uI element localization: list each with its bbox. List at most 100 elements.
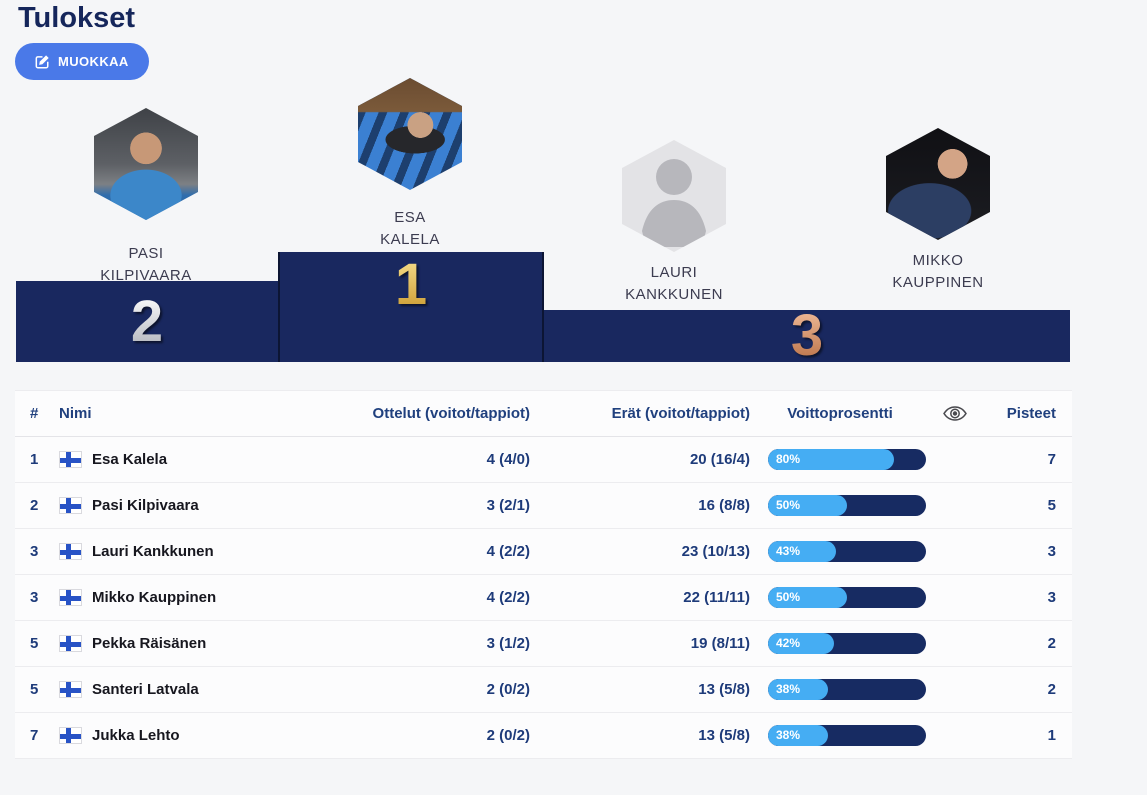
win-percentage-fill: 38% xyxy=(768,679,829,700)
win-percentage-label: 50% xyxy=(776,498,801,512)
podium-name-third-b: MIKKO KAUPPINEN xyxy=(892,252,984,291)
player-name[interactable]: Esa Kalela xyxy=(92,451,168,468)
name-cell: Mikko Kauppinen xyxy=(59,589,365,606)
win-percentage-cell: 38% xyxy=(750,679,930,700)
person-silhouette-icon xyxy=(622,140,726,252)
avatar-placeholder-lauri-kankkunen xyxy=(622,140,726,252)
points-cell: 5 xyxy=(1047,497,1056,514)
matches-cell: 2 (0/2) xyxy=(486,681,530,698)
rank-cell: 5 xyxy=(30,635,39,652)
matches-cell: 2 (0/2) xyxy=(486,727,530,744)
header-name: Nimi xyxy=(59,405,92,422)
win-percentage-fill: 43% xyxy=(768,541,836,562)
rank-cell: 5 xyxy=(30,681,39,698)
matches-cell: 4 (2/2) xyxy=(486,543,530,560)
table-row: 3 Mikko Kauppinen 4 (2/2) 22 (11/11) 50%… xyxy=(15,575,1072,621)
win-percentage-cell: 50% xyxy=(750,587,930,608)
name-cell: Santeri Latvala xyxy=(59,681,365,698)
matches-cell: 3 (2/1) xyxy=(486,497,530,514)
win-percentage-label: 43% xyxy=(776,544,801,558)
player-name[interactable]: Pekka Räisänen xyxy=(92,635,207,652)
table-row: 5 Santeri Latvala 2 (0/2) 13 (5/8) 38% 2 xyxy=(15,667,1072,713)
rank-cell: 3 xyxy=(30,589,39,606)
points-cell: 2 xyxy=(1047,635,1056,652)
win-percentage-fill: 80% xyxy=(768,449,895,470)
win-percentage-bar: 50% xyxy=(768,495,926,516)
avatar-esa-kalela xyxy=(358,78,462,190)
player-name[interactable]: Pasi Kilpivaara xyxy=(92,497,199,514)
frames-cell: 13 (5/8) xyxy=(698,727,750,744)
win-percentage-cell: 43% xyxy=(750,541,930,562)
table-row: 5 Pekka Räisänen 3 (1/2) 19 (8/11) 42% 2 xyxy=(15,621,1072,667)
win-percentage-fill: 50% xyxy=(768,495,847,516)
win-percentage-fill: 42% xyxy=(768,633,835,654)
header-frames: Erät (voitot/tappiot) xyxy=(611,405,750,422)
win-percentage-bar: 43% xyxy=(768,541,926,562)
table-header-row: # Nimi Ottelut (voitot/tappiot) Erät (vo… xyxy=(15,391,1072,437)
points-cell: 2 xyxy=(1047,681,1056,698)
finland-flag-icon xyxy=(59,635,82,652)
win-percentage-label: 38% xyxy=(776,728,801,742)
podium-block-third: 3 xyxy=(544,303,1070,368)
win-percentage-bar: 50% xyxy=(768,587,926,608)
frames-cell: 16 (8/8) xyxy=(698,497,750,514)
win-percentage-bar: 38% xyxy=(768,725,926,746)
finland-flag-icon xyxy=(59,451,82,468)
header-matches: Ottelut (voitot/tappiot) xyxy=(372,405,530,422)
eye-icon xyxy=(943,406,967,421)
win-percentage-cell: 80% xyxy=(750,449,930,470)
edit-button[interactable]: MUOKKAA xyxy=(15,43,149,80)
header-points: Pisteet xyxy=(1006,405,1056,422)
frames-cell: 13 (5/8) xyxy=(698,681,750,698)
points-cell: 1 xyxy=(1047,727,1056,744)
player-name[interactable]: Jukka Lehto xyxy=(92,727,180,744)
frames-cell: 22 (11/11) xyxy=(683,589,750,606)
win-percentage-bar: 38% xyxy=(768,679,926,700)
player-name[interactable]: Mikko Kauppinen xyxy=(92,589,217,606)
matches-cell: 3 (1/2) xyxy=(486,635,530,652)
table-row: 2 Pasi Kilpivaara 3 (2/1) 16 (8/8) 50% 5 xyxy=(15,483,1072,529)
podium-block-first: 1 xyxy=(278,252,544,362)
finland-flag-icon xyxy=(59,681,82,698)
finland-flag-icon xyxy=(59,543,82,560)
player-name[interactable]: Santeri Latvala xyxy=(92,681,199,698)
win-percentage-cell: 38% xyxy=(750,725,930,746)
win-percentage-cell: 42% xyxy=(750,633,930,654)
frames-cell: 19 (8/11) xyxy=(690,635,750,652)
win-percentage-bar: 80% xyxy=(768,449,926,470)
player-name[interactable]: Lauri Kankkunen xyxy=(92,543,214,560)
podium-name-third-a: LAURI KANKKUNEN xyxy=(625,264,723,303)
win-percentage-fill: 50% xyxy=(768,587,847,608)
podium-rank-3: 3 xyxy=(790,303,824,368)
win-percentage-label: 38% xyxy=(776,682,801,696)
finland-flag-icon xyxy=(59,727,82,744)
rank-cell: 3 xyxy=(30,543,39,560)
frames-cell: 23 (10/13) xyxy=(681,543,750,560)
header-win-percentage: Voittoprosentti xyxy=(787,405,893,422)
rank-cell: 2 xyxy=(30,497,39,514)
frames-cell: 20 (16/4) xyxy=(689,451,750,468)
rank-cell: 7 xyxy=(30,727,39,744)
pencil-square-icon xyxy=(35,54,50,69)
points-cell: 3 xyxy=(1047,543,1056,560)
name-cell: Pasi Kilpivaara xyxy=(59,497,365,514)
finland-flag-icon xyxy=(59,589,82,606)
matches-cell: 4 (4/0) xyxy=(486,451,530,468)
podium-block-second: 2 xyxy=(16,281,278,362)
results-table: # Nimi Ottelut (voitot/tappiot) Erät (vo… xyxy=(15,390,1072,759)
avatar-mikko-kauppinen xyxy=(886,128,990,240)
podium-name-first: ESA KALELA xyxy=(380,209,440,248)
name-cell: Esa Kalela xyxy=(59,451,365,468)
win-percentage-cell: 50% xyxy=(750,495,930,516)
visibility-toggle[interactable] xyxy=(930,406,980,421)
points-cell: 7 xyxy=(1047,451,1056,468)
podium-name-second: PASI KILPIVAARA xyxy=(100,245,192,284)
table-row: 7 Jukka Lehto 2 (0/2) 13 (5/8) 38% 1 xyxy=(15,713,1072,759)
points-cell: 3 xyxy=(1047,589,1056,606)
win-percentage-label: 50% xyxy=(776,590,801,604)
avatar-pasi-kilpivaara xyxy=(94,108,198,220)
name-cell: Pekka Räisänen xyxy=(59,635,365,652)
rank-cell: 1 xyxy=(30,451,39,468)
podium-rank-2: 2 xyxy=(130,288,164,354)
